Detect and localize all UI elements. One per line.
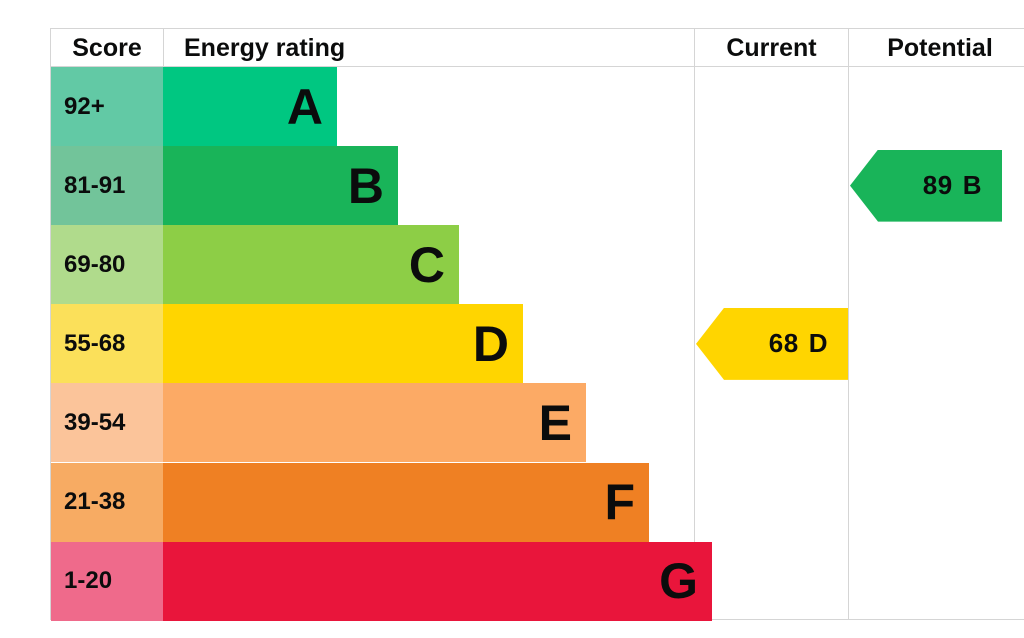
header-score: Score bbox=[72, 34, 142, 62]
column-separator-current bbox=[694, 67, 695, 619]
band-score-range-f: 21-38 bbox=[51, 462, 163, 542]
potential-rating-score: 89 bbox=[922, 170, 953, 201]
band-score-range-a: 92+ bbox=[51, 67, 163, 147]
header-current: Current bbox=[694, 29, 848, 67]
rating-band-e: 39-54 E bbox=[51, 383, 1024, 463]
header-energy-rating: Energy rating bbox=[163, 29, 694, 67]
current-rating-badge: 68 D bbox=[696, 307, 848, 380]
band-letter-f: F bbox=[604, 474, 635, 531]
band-bar-e: E bbox=[163, 383, 586, 463]
rating-band-a: 92+ A bbox=[51, 67, 1024, 147]
band-letter-c: C bbox=[408, 236, 445, 293]
band-score-range-d: 55-68 bbox=[51, 304, 163, 384]
band-letter-b: B bbox=[347, 157, 384, 214]
header-potential: Potential bbox=[848, 29, 1024, 67]
rating-band-d: 55-68 D bbox=[51, 304, 1024, 384]
band-score-range-g: 1-20 bbox=[51, 541, 163, 621]
band-bar-b: B bbox=[163, 146, 398, 226]
band-letter-g: G bbox=[659, 553, 698, 610]
potential-rating-band: B bbox=[962, 170, 982, 201]
band-score-range-c: 69-80 bbox=[51, 225, 163, 305]
band-bar-d: D bbox=[163, 304, 523, 384]
band-bar-c: C bbox=[163, 225, 459, 305]
band-letter-e: E bbox=[538, 394, 572, 451]
band-bar-f: F bbox=[163, 462, 649, 542]
current-rating-score: 68 bbox=[768, 328, 799, 359]
band-score-range-e: 39-54 bbox=[51, 383, 163, 463]
rating-bands: 92+ A 81-91 B 69-80 C 55-68 D 39-54 E 21-38 F 1-20 G bbox=[51, 67, 1024, 621]
column-separator-potential bbox=[848, 67, 849, 619]
band-letter-d: D bbox=[472, 315, 509, 372]
band-letter-a: A bbox=[286, 78, 323, 135]
rating-band-g: 1-20 G bbox=[51, 541, 1024, 621]
current-rating-band: D bbox=[808, 328, 828, 359]
rating-band-b: 81-91 B bbox=[51, 146, 1024, 226]
band-score-range-b: 81-91 bbox=[51, 146, 163, 226]
potential-rating-badge: 89 B bbox=[850, 149, 1002, 222]
band-bar-g: G bbox=[163, 541, 712, 621]
rating-band-c: 69-80 C bbox=[51, 225, 1024, 305]
rating-band-f: 21-38 F bbox=[51, 462, 1024, 542]
energy-performance-chart: Score Energy rating Current Potential 92… bbox=[50, 28, 1024, 621]
band-bar-a: A bbox=[163, 67, 337, 147]
chart-header-row: Score Energy rating Current Potential bbox=[51, 29, 1024, 67]
